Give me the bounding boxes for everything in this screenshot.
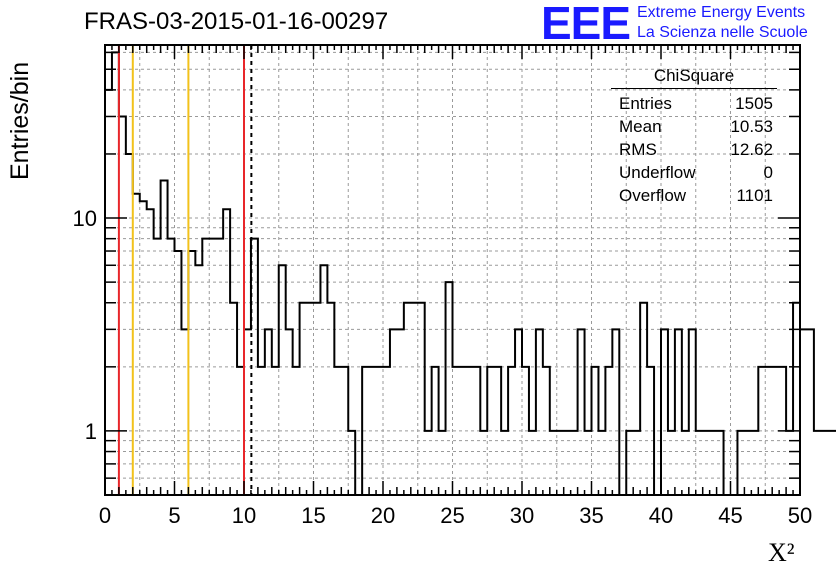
x-axis-label: X² [768,538,795,567]
x-tick-label: 20 [371,503,395,528]
x-tick-label: 0 [99,503,111,528]
x-tick-label: 25 [440,503,464,528]
stats-value: 12.62 [730,140,773,159]
stats-row-overflow: Overflow 1101 [611,184,777,207]
x-tick-label: 50 [788,503,812,528]
stats-row-underflow: Underflow 0 [611,161,777,184]
stats-box: ChiSquare Entries 1505 Mean 10.53 RMS 12… [611,66,777,207]
stats-value: 10.53 [730,117,773,136]
stats-label: Entries [619,94,672,113]
logo-line-1: Extreme Energy Events [637,4,806,21]
stats-title: ChiSquare [611,66,777,89]
stats-label: Mean [619,117,662,136]
x-tick-label: 10 [232,503,256,528]
x-tick-label: 40 [649,503,673,528]
x-tick-label: 15 [301,503,325,528]
x-tick-label: 5 [168,503,180,528]
stats-row-mean: Mean 10.53 [611,115,777,138]
stats-label: Underflow [619,163,696,182]
stats-row-rms: RMS 12.62 [611,138,777,161]
y-tick-label: 1 [85,419,97,444]
histogram-steps [105,51,836,496]
chart-title: FRAS-03-2015-01-16-00297 [84,8,389,35]
eee-logo: EEE [541,0,631,49]
stats-value: 0 [763,163,773,182]
x-tick-label: 35 [579,503,603,528]
stats-value: 1505 [735,94,773,113]
y-tick-label: 10 [73,206,97,231]
x-tick-label: 45 [718,503,742,528]
stats-label: Overflow [619,186,687,205]
stats-row-entries: Entries 1505 [611,92,777,115]
stats-label: RMS [619,140,657,159]
x-tick-label: 30 [510,503,534,528]
logo-line-2: La Scienza nelle Scuole [637,24,808,41]
stats-value: 1101 [736,186,773,205]
y-axis-label: Entries/bin [6,61,34,180]
